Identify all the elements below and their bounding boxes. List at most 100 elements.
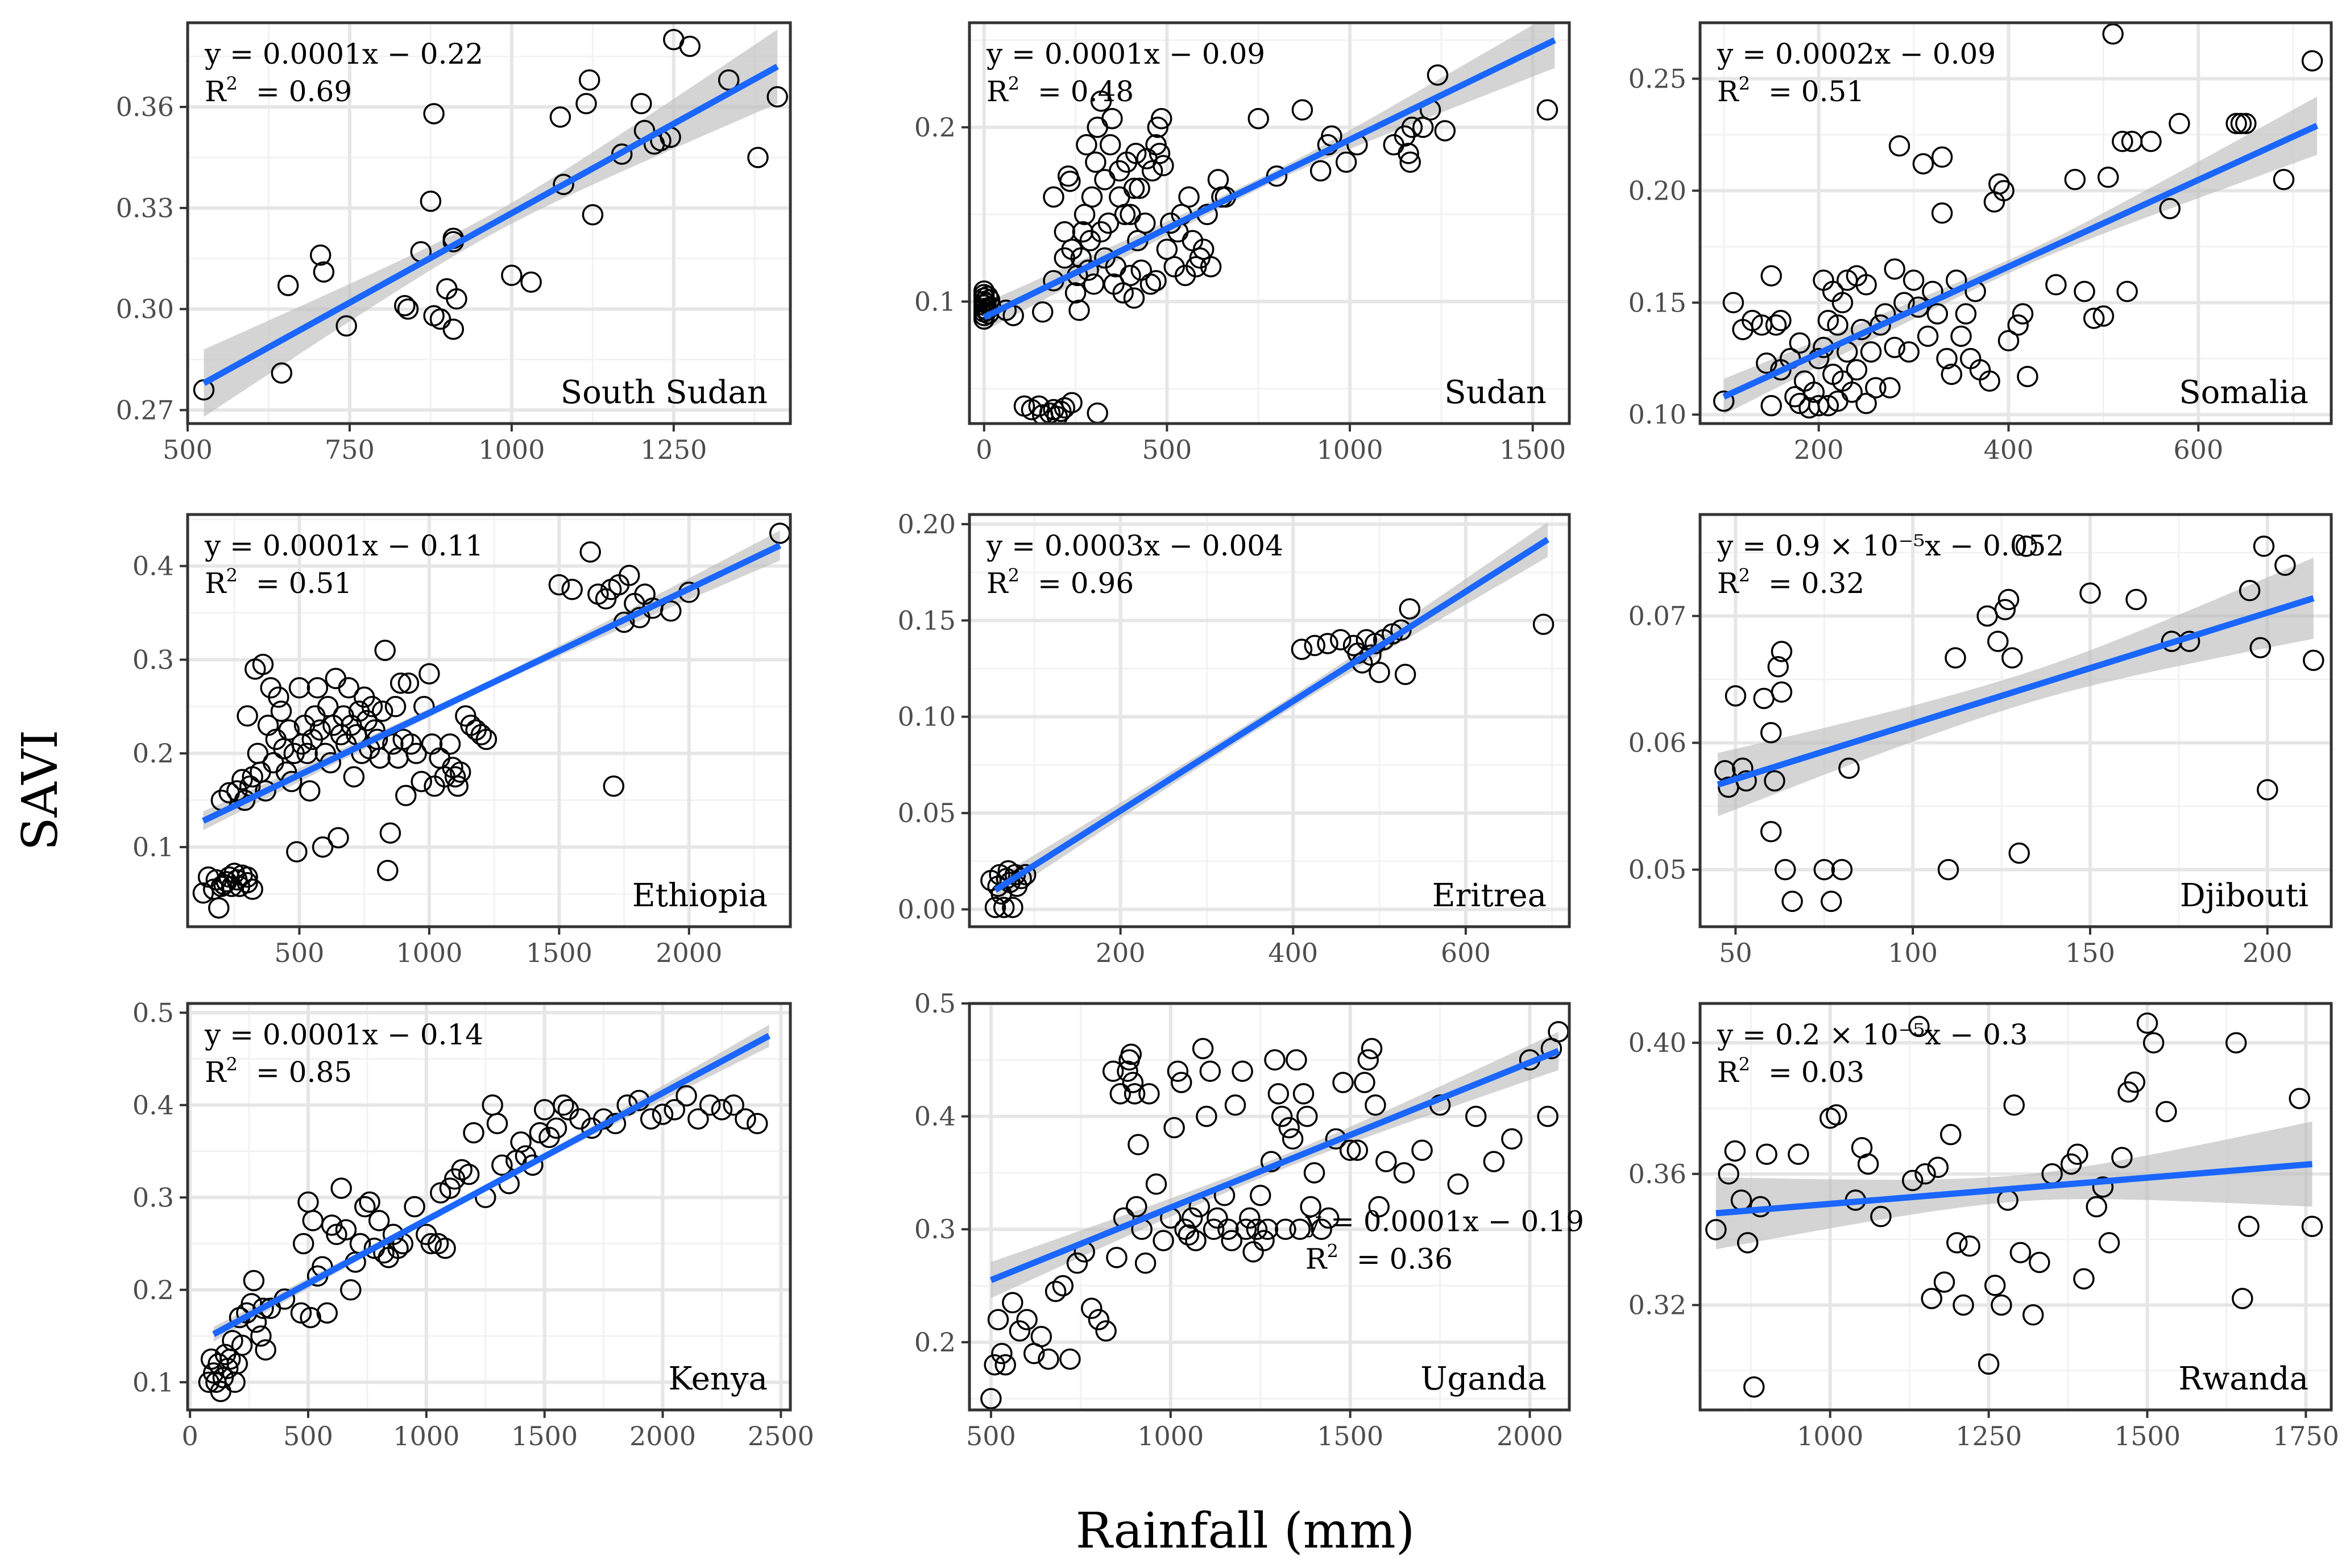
x-tick-label: 1250 xyxy=(640,434,707,465)
y-tick-label: 0.05 xyxy=(1628,854,1686,885)
data-point xyxy=(766,86,788,108)
data-point xyxy=(1718,1163,1739,1185)
panel-rwanda: 1000 1250 1500 1750 0.32 0.36 0.40 y = 0.2 × 10… xyxy=(1628,1002,2339,1451)
data-point xyxy=(384,696,407,717)
data-point xyxy=(2045,274,2067,296)
data-point xyxy=(1239,1207,1261,1229)
data-point xyxy=(1831,292,1854,314)
y-tick-label: 0.05 xyxy=(898,798,956,828)
data-point xyxy=(1936,348,1958,370)
data-point xyxy=(1361,1038,1383,1060)
data-point xyxy=(2136,1012,2158,1034)
x-tick-label: 1500 xyxy=(1317,1421,1383,1451)
x-tick-label: 0 xyxy=(976,434,992,465)
country-label: Ethiopia xyxy=(632,877,768,914)
data-point xyxy=(255,1339,276,1361)
data-point xyxy=(1760,721,1782,744)
data-point xyxy=(660,600,682,622)
data-point xyxy=(1174,1218,1196,1240)
data-point xyxy=(1427,64,1449,86)
data-point xyxy=(1937,858,1959,881)
data-point xyxy=(1286,1049,1307,1071)
data-point xyxy=(1163,1117,1185,1139)
x-tick-label: 500 xyxy=(275,938,325,968)
data-point xyxy=(1987,630,2009,652)
data-point xyxy=(1117,1060,1138,1082)
data-point xyxy=(343,766,365,788)
x-axis-title: Rainfall (mm) xyxy=(1076,1503,1415,1559)
data-point xyxy=(1346,1139,1369,1161)
data-point xyxy=(1081,186,1103,208)
data-point xyxy=(271,362,293,384)
data-point xyxy=(1705,1219,1727,1241)
x-tick-label: 1000 xyxy=(396,938,462,968)
data-point xyxy=(545,1117,567,1139)
data-point xyxy=(1912,153,1934,175)
data-point xyxy=(1988,173,2010,195)
data-point xyxy=(631,93,652,114)
data-point xyxy=(1764,770,1785,792)
y-tick-label: 0.3 xyxy=(132,644,174,675)
y-tick-label: 0.2 xyxy=(914,112,956,143)
data-point xyxy=(640,1108,662,1130)
y-tick-label: 0.2 xyxy=(132,1275,174,1305)
x-tick-label: 1000 xyxy=(393,1421,459,1451)
data-point xyxy=(252,1297,274,1320)
grid xyxy=(1700,515,2331,927)
data-point xyxy=(2064,168,2086,190)
y-tick-label: 0.27 xyxy=(116,395,174,425)
data-point xyxy=(735,1108,756,1130)
data-point xyxy=(359,1191,380,1213)
data-point xyxy=(2086,1196,2107,1218)
regression-line xyxy=(989,1048,1560,1283)
data-point xyxy=(561,579,583,600)
data-point xyxy=(1282,1128,1304,1150)
data-point xyxy=(652,1104,674,1125)
y-tick-label: 0.2 xyxy=(914,1327,956,1358)
data-point xyxy=(2015,536,2037,557)
data-point xyxy=(1126,1196,1147,1218)
data-point xyxy=(1908,1015,1930,1038)
data-point xyxy=(1088,1309,1110,1330)
x-tick-label: 2500 xyxy=(748,1421,814,1451)
data-point xyxy=(1898,341,1920,363)
x-tick-label: 200 xyxy=(2243,938,2293,968)
r-squared: R2 = 0.32 xyxy=(1717,565,1864,600)
y-tick-label: 0.20 xyxy=(898,509,956,540)
data-point xyxy=(361,696,383,717)
data-point xyxy=(529,1122,551,1144)
y-tick-label: 0.10 xyxy=(898,702,956,732)
data-point xyxy=(1743,1376,1765,1398)
data-point xyxy=(2140,130,2162,152)
confidence-band xyxy=(1718,557,2314,816)
data-point xyxy=(1855,392,1877,414)
data-point xyxy=(1434,120,1456,142)
data-point xyxy=(217,1358,239,1379)
data-point xyxy=(1399,151,1421,173)
data-point xyxy=(2301,1216,2323,1237)
data-point xyxy=(1145,269,1167,292)
data-point xyxy=(1399,598,1420,620)
data-point xyxy=(1122,1072,1144,1093)
data-point xyxy=(987,1309,1009,1330)
data-point xyxy=(711,1099,733,1121)
data-point xyxy=(1354,1072,1375,1093)
data-point xyxy=(1123,287,1145,309)
data-point xyxy=(1841,381,1863,403)
r-squared: R2 = 0.69 xyxy=(205,73,352,108)
data-point xyxy=(434,1237,456,1259)
y-tick-label: 0.10 xyxy=(1628,399,1686,430)
data-point xyxy=(1054,397,1076,419)
data-point xyxy=(1124,1083,1146,1105)
data-point xyxy=(1145,1173,1167,1195)
data-point xyxy=(747,147,769,168)
data-point xyxy=(2273,168,2295,190)
data-point xyxy=(2092,1176,2114,1198)
data-point xyxy=(1945,647,1966,669)
x-tick-label: 500 xyxy=(1142,434,1192,465)
data-point xyxy=(1199,1060,1221,1082)
regression-equation: y = 0.9 × 10⁻⁵x − 0.052 xyxy=(1717,529,2064,562)
data-point xyxy=(1275,1218,1296,1240)
